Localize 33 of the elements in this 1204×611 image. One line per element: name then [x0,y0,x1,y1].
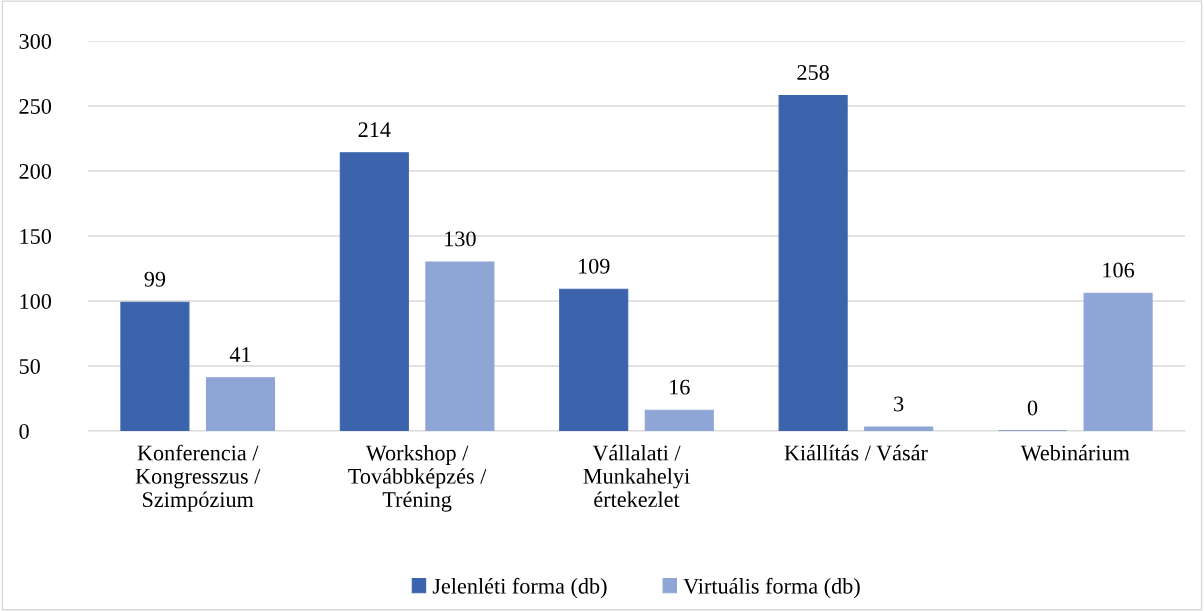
x-tick-label: Workshop / Továbbképzés / Tréning [348,444,487,512]
bar [339,152,409,431]
x-tick-label: Webinárium [1020,444,1130,461]
y-tick-label: 300 [19,33,52,49]
data-label: 214 [358,122,391,137]
data-label: 0 [1027,400,1038,416]
x-tick-label: Kiállítás / Vásár [784,444,928,461]
data-label: 106 [1103,262,1135,278]
bar [1083,292,1153,431]
x-tick-label: Vállalati / Munkahelyi értekezlet [583,444,690,508]
legend-label: Virtuális forma (db) [683,577,860,599]
data-label: 258 [797,64,829,80]
bar [644,409,714,431]
data-label: 16 [670,379,690,395]
legend-label: Jelenléti forma (db) [432,577,607,599]
bar [120,301,190,431]
y-tick-label: 50 [19,358,40,374]
y-tick-label: 200 [19,163,52,179]
data-label: 130 [445,231,476,247]
bar [425,261,495,431]
bar [205,377,276,431]
y-tick-label: 0 [19,423,29,439]
y-tick-label: 150 [20,228,52,244]
y-tick-label: 100 [20,293,52,309]
data-label: 99 [144,271,166,287]
data-label: 41 [229,347,251,362]
bar [559,288,629,431]
data-label: 109 [579,258,610,274]
bar [778,95,848,431]
bar [864,426,934,431]
data-label: 3 [894,396,904,412]
x-tick-label: Konferencia / Kongresszus / Szimpózium [135,444,261,512]
y-tick-label: 250 [19,98,52,114]
